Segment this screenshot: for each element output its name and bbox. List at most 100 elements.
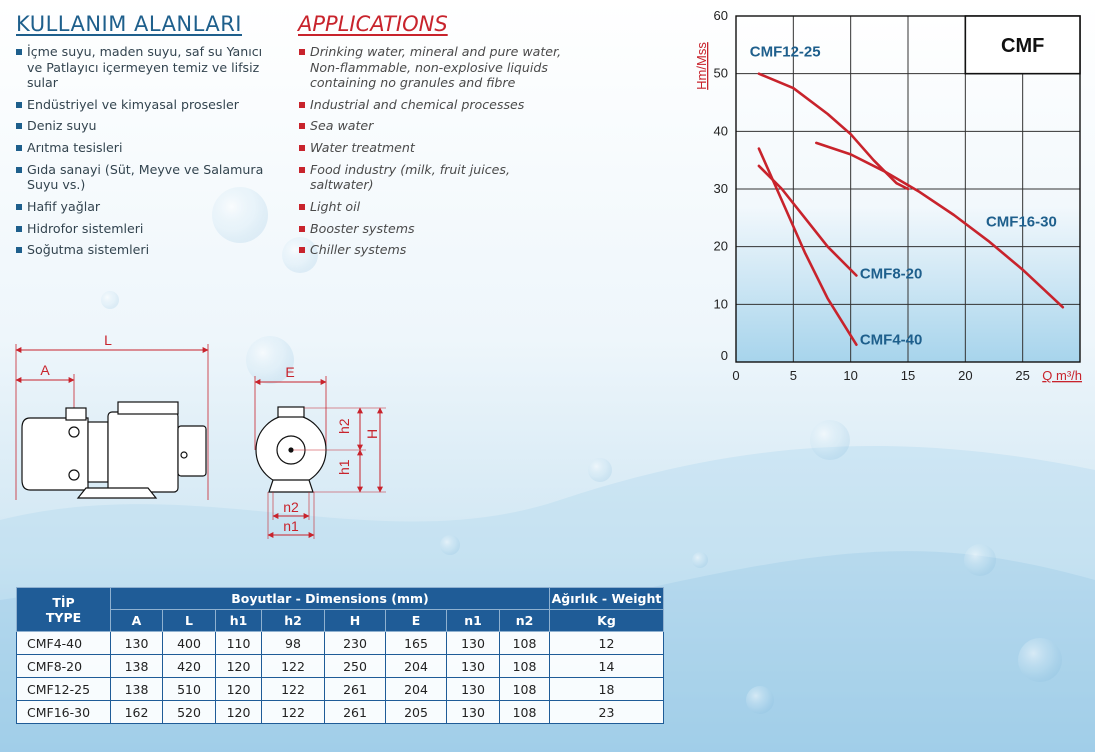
dim-label-n2: n2 bbox=[283, 499, 299, 515]
x-tick-label: 10 bbox=[843, 368, 857, 383]
table-cell: 205 bbox=[385, 700, 447, 724]
table-cell: 108 bbox=[499, 631, 550, 655]
list-item: Chiller systems bbox=[299, 242, 574, 258]
col-header-h1: h1 bbox=[215, 609, 262, 632]
y-tick-label: 20 bbox=[714, 239, 728, 254]
table-cell: 130 bbox=[446, 700, 500, 724]
table-row: CMF12-25 138 510 120 122 261 204 130 108… bbox=[16, 677, 664, 701]
table-cell: CMF16-30 bbox=[16, 700, 111, 724]
dimension-table: TİP TYPE Boyutlar - Dimensions (mm) Ağırl… bbox=[16, 587, 664, 724]
bullet-square-icon bbox=[299, 203, 305, 210]
table-cell: CMF4-40 bbox=[16, 631, 111, 655]
table-cell: 261 bbox=[324, 677, 386, 701]
table-cell: 230 bbox=[324, 631, 386, 655]
table-cell: 130 bbox=[446, 631, 500, 655]
list-item: Food industry (milk, fruit juices, saltw… bbox=[299, 162, 574, 193]
table-row: CMF8-20 138 420 120 122 250 204 130 108 … bbox=[16, 654, 664, 678]
list-item: Booster systems bbox=[299, 221, 574, 237]
col-header-n1: n1 bbox=[446, 609, 500, 632]
bullet-square-icon bbox=[16, 225, 22, 232]
bullet-square-icon bbox=[16, 49, 22, 55]
table-cell: 122 bbox=[261, 654, 325, 678]
list-item: Drinking water, mineral and pure water, … bbox=[299, 44, 574, 91]
x-tick-label: 25 bbox=[1015, 368, 1029, 383]
bullet-square-icon bbox=[16, 166, 22, 173]
table-cell: CMF8-20 bbox=[16, 654, 111, 678]
dim-label-H: H bbox=[364, 429, 380, 439]
performance-chart: CMF 0 5 10 15 20 25 0 10 20 30 40 50 60 Q m³/h Hm/Mss CM… bbox=[694, 8, 1082, 383]
heading-usage-areas: KULLANIM ALANLARI bbox=[16, 12, 242, 36]
bullet-square-icon bbox=[299, 225, 305, 232]
table-cell: 23 bbox=[549, 700, 664, 724]
series-label: CMF8-20 bbox=[860, 265, 923, 282]
list-item: Endüstriyel ve kimyasal prosesler bbox=[16, 97, 278, 113]
table-cell: 130 bbox=[110, 631, 163, 655]
dimensions-header: Boyutlar - Dimensions (mm) bbox=[110, 587, 550, 610]
table-cell: 520 bbox=[162, 700, 216, 724]
col-header-n2: n2 bbox=[499, 609, 550, 632]
table-cell: 120 bbox=[215, 677, 262, 701]
list-item: İçme suyu, maden suyu, saf su Yanıcı ve … bbox=[16, 44, 278, 91]
y-tick-label: 30 bbox=[714, 181, 728, 196]
x-tick-label: 5 bbox=[790, 368, 797, 383]
curve-cmf12-25 bbox=[757, 72, 910, 191]
bullet-square-icon bbox=[16, 247, 22, 254]
col-header-A: A bbox=[110, 609, 163, 632]
bullet-square-icon bbox=[299, 145, 305, 152]
table-row: CMF16-30 162 520 120 122 261 205 130 108… bbox=[16, 700, 664, 724]
list-item: Hafif yağlar bbox=[16, 199, 278, 215]
list-item: Hidrofor sistemleri bbox=[16, 221, 278, 237]
table-cell: 110 bbox=[215, 631, 262, 655]
type-header: TİP TYPE bbox=[16, 587, 111, 632]
dim-label-A: A bbox=[40, 362, 50, 378]
chart-title-box bbox=[964, 15, 1081, 75]
y-tick-label: 10 bbox=[714, 296, 728, 311]
chart-title: CMF bbox=[1001, 35, 1044, 57]
table-cell: 420 bbox=[162, 654, 216, 678]
table-cell: 108 bbox=[499, 700, 550, 724]
plot-border bbox=[735, 15, 1081, 363]
dim-label-h1: h1 bbox=[336, 459, 352, 475]
dim-label-h2: h2 bbox=[336, 418, 352, 434]
series-label: CMF16-30 bbox=[986, 213, 1057, 230]
pump-side-view bbox=[15, 344, 209, 500]
applications-list-en: Drinking water, mineral and pure water, … bbox=[299, 44, 574, 264]
list-item: Light oil bbox=[299, 199, 574, 215]
col-header-kg: Kg bbox=[549, 609, 664, 632]
table-cell: 138 bbox=[110, 677, 163, 701]
dim-label-E: E bbox=[285, 364, 294, 380]
pump-front-view bbox=[254, 376, 386, 539]
y-axis-label: Hm/Mss bbox=[694, 42, 709, 90]
x-tick-label: 0 bbox=[732, 368, 739, 383]
weight-header: Ağırlık - Weight bbox=[549, 587, 664, 610]
bullet-square-icon bbox=[299, 101, 305, 108]
table-cell: 165 bbox=[385, 631, 447, 655]
col-header-H: H bbox=[324, 609, 386, 632]
table-row: CMF4-40 130 400 110 98 230 165 130 108 1… bbox=[16, 631, 664, 655]
table-cell: 120 bbox=[215, 700, 262, 724]
table-cell: 162 bbox=[110, 700, 163, 724]
bullet-square-icon bbox=[16, 203, 22, 210]
table-cell: 130 bbox=[446, 677, 500, 701]
table-cell: 98 bbox=[261, 631, 325, 655]
dim-label-n1: n1 bbox=[283, 518, 299, 534]
x-axis-label: Q m³/h bbox=[1042, 368, 1082, 383]
table-cell: 122 bbox=[261, 700, 325, 724]
y-tick-label: 50 bbox=[714, 66, 728, 81]
list-item: Sea water bbox=[299, 118, 574, 134]
table-cell: 108 bbox=[499, 654, 550, 678]
bullet-square-icon bbox=[16, 123, 22, 130]
x-tick-label: 15 bbox=[901, 368, 915, 383]
table-cell: 261 bbox=[324, 700, 386, 724]
col-header-h2: h2 bbox=[261, 609, 325, 632]
y-tick-label: 40 bbox=[714, 123, 728, 138]
table-cell: 250 bbox=[324, 654, 386, 678]
table-cell: 204 bbox=[385, 654, 447, 678]
table-cell: 14 bbox=[549, 654, 664, 678]
table-cell: CMF12-25 bbox=[16, 677, 111, 701]
table-cell: 130 bbox=[446, 654, 500, 678]
bullet-square-icon bbox=[16, 101, 22, 108]
table-cell: 108 bbox=[499, 677, 550, 701]
bullet-square-icon bbox=[299, 123, 305, 130]
usage-list-tr: İçme suyu, maden suyu, saf su Yanıcı ve … bbox=[16, 44, 278, 264]
